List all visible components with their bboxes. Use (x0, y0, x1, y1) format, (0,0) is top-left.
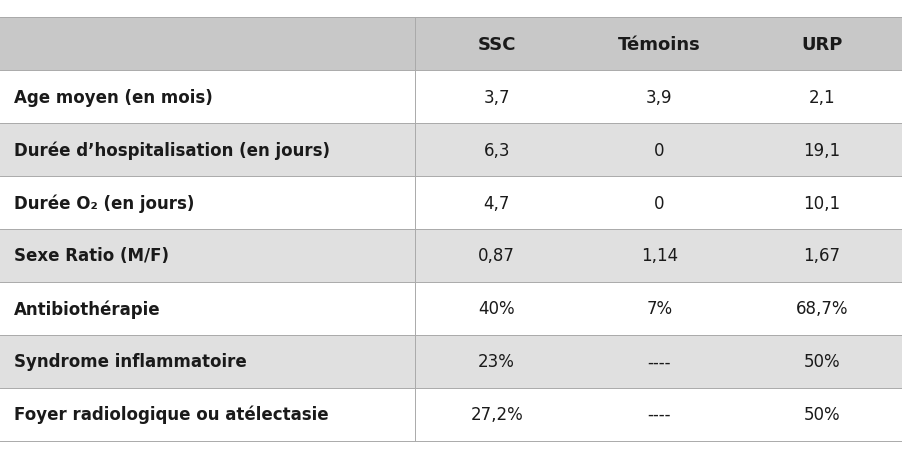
Text: 0,87: 0,87 (478, 247, 514, 265)
Text: Age moyen (en mois): Age moyen (en mois) (14, 89, 212, 106)
FancyBboxPatch shape (0, 18, 415, 71)
FancyBboxPatch shape (415, 18, 577, 71)
Text: Sexe Ratio (M/F): Sexe Ratio (M/F) (14, 247, 169, 265)
FancyBboxPatch shape (577, 230, 740, 282)
FancyBboxPatch shape (577, 71, 740, 124)
Text: 10,1: 10,1 (802, 194, 840, 212)
FancyBboxPatch shape (0, 388, 415, 441)
FancyBboxPatch shape (740, 335, 902, 388)
FancyBboxPatch shape (0, 282, 415, 335)
Text: ----: ---- (647, 353, 670, 370)
Text: Durée O₂ (en jours): Durée O₂ (en jours) (14, 194, 194, 213)
FancyBboxPatch shape (415, 71, 577, 124)
FancyBboxPatch shape (415, 388, 577, 441)
Text: Syndrome inflammatoire: Syndrome inflammatoire (14, 353, 246, 370)
Text: 2,1: 2,1 (807, 89, 834, 106)
FancyBboxPatch shape (415, 124, 577, 177)
Text: 0: 0 (653, 194, 664, 212)
FancyBboxPatch shape (0, 177, 415, 230)
FancyBboxPatch shape (0, 124, 415, 177)
Text: 6,3: 6,3 (483, 141, 510, 159)
Text: 1,14: 1,14 (640, 247, 677, 265)
Text: 50%: 50% (803, 353, 839, 370)
FancyBboxPatch shape (740, 18, 902, 71)
Text: Durée d’hospitalisation (en jours): Durée d’hospitalisation (en jours) (14, 141, 329, 160)
Text: 40%: 40% (478, 300, 514, 318)
Text: SSC: SSC (477, 36, 515, 54)
FancyBboxPatch shape (577, 177, 740, 230)
Text: 23%: 23% (478, 353, 514, 370)
FancyBboxPatch shape (577, 18, 740, 71)
Text: 3,9: 3,9 (645, 89, 672, 106)
FancyBboxPatch shape (740, 177, 902, 230)
FancyBboxPatch shape (415, 230, 577, 282)
FancyBboxPatch shape (740, 230, 902, 282)
Text: ----: ---- (647, 405, 670, 423)
Text: 0: 0 (653, 141, 664, 159)
Text: 4,7: 4,7 (483, 194, 510, 212)
FancyBboxPatch shape (740, 71, 902, 124)
FancyBboxPatch shape (740, 282, 902, 335)
Text: 7%: 7% (646, 300, 671, 318)
FancyBboxPatch shape (415, 177, 577, 230)
Text: 68,7%: 68,7% (795, 300, 847, 318)
FancyBboxPatch shape (0, 230, 415, 282)
Text: Témoins: Témoins (617, 36, 700, 54)
FancyBboxPatch shape (577, 388, 740, 441)
Text: 19,1: 19,1 (802, 141, 840, 159)
Text: 3,7: 3,7 (483, 89, 510, 106)
Text: 1,67: 1,67 (803, 247, 839, 265)
Text: URP: URP (800, 36, 842, 54)
FancyBboxPatch shape (740, 388, 902, 441)
FancyBboxPatch shape (577, 335, 740, 388)
FancyBboxPatch shape (415, 282, 577, 335)
Text: 50%: 50% (803, 405, 839, 423)
FancyBboxPatch shape (740, 124, 902, 177)
FancyBboxPatch shape (0, 71, 415, 124)
Text: 27,2%: 27,2% (470, 405, 522, 423)
FancyBboxPatch shape (415, 335, 577, 388)
Text: Antibiothérapie: Antibiothérapie (14, 299, 160, 318)
FancyBboxPatch shape (577, 124, 740, 177)
FancyBboxPatch shape (0, 335, 415, 388)
Text: Foyer radiologique ou atélectasie: Foyer radiologique ou atélectasie (14, 405, 327, 424)
FancyBboxPatch shape (577, 282, 740, 335)
